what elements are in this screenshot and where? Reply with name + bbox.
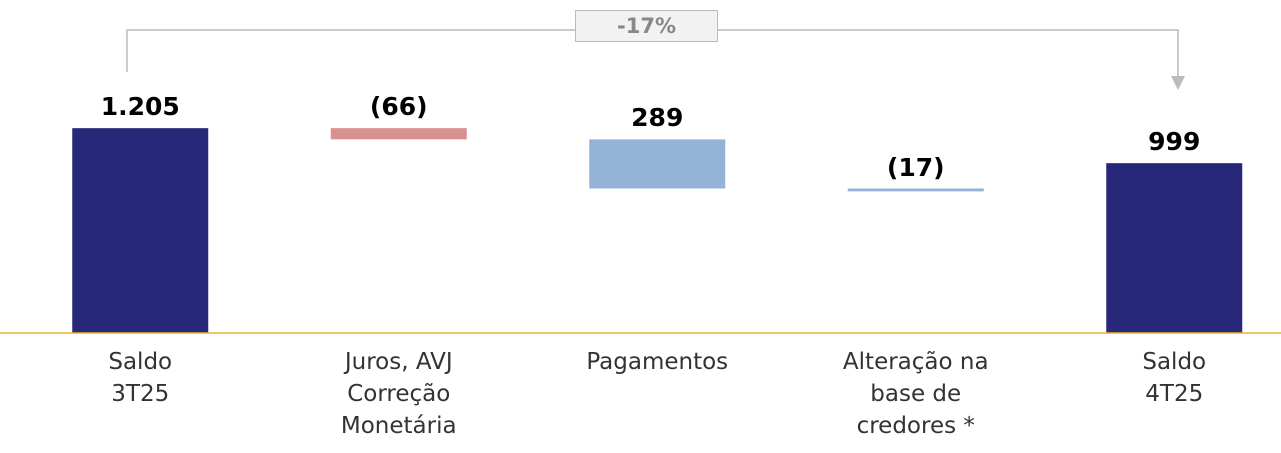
value-label: 999 bbox=[1148, 127, 1201, 157]
change-annotation: -17% bbox=[575, 10, 718, 42]
bar bbox=[72, 128, 209, 333]
bracket-right bbox=[718, 29, 1179, 78]
bracket-arrow bbox=[1171, 76, 1185, 90]
value-label: (66) bbox=[369, 92, 428, 122]
value-label: 289 bbox=[631, 103, 684, 133]
x-tick-label: Saldo 3T25 bbox=[108, 349, 173, 407]
bar bbox=[589, 139, 726, 189]
bar bbox=[847, 188, 984, 192]
bar bbox=[1106, 163, 1243, 333]
value-label: 1.205 bbox=[100, 92, 180, 122]
x-tick-label: Juros, AVJ Correção Monetária bbox=[340, 349, 457, 439]
value-label: (17) bbox=[886, 152, 945, 182]
x-tick-label: Alteração na base de credores * bbox=[842, 349, 989, 439]
x-tick-label: Pagamentos bbox=[586, 349, 729, 375]
bracket-left bbox=[126, 29, 575, 72]
x-tick-label: Saldo 4T25 bbox=[1142, 349, 1207, 407]
bar bbox=[330, 128, 467, 140]
